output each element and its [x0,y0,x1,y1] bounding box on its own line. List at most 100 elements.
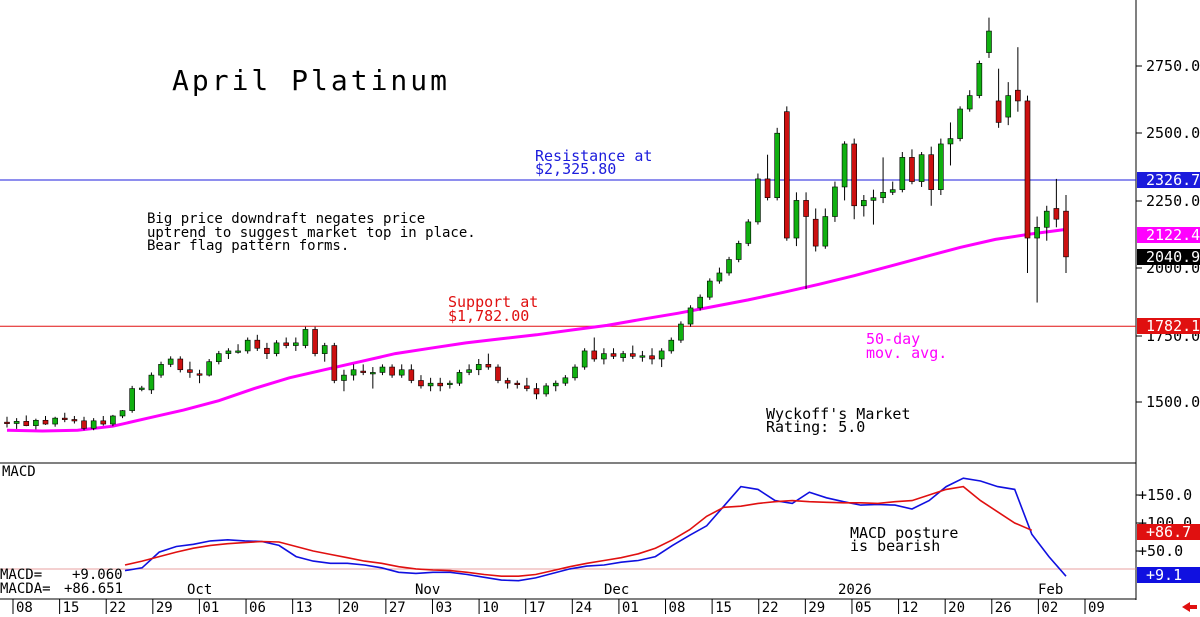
candle-body [832,186,838,217]
candle-body [389,366,395,376]
x-axis-months: Oct Nov Dec 2026 Feb [187,582,1063,598]
day-label: 24 [575,600,592,616]
day-label: 15 [715,600,732,616]
candle-body [745,221,752,244]
candle-body [61,417,68,420]
candle-body [42,419,49,425]
candle-body [427,382,434,387]
candle-body [639,355,646,358]
candle-body [841,143,848,188]
candle-body [350,369,357,376]
candle-body [629,353,636,357]
day-label: 22 [109,600,126,616]
macd-badge-text: +9.1 [1146,566,1182,584]
moving-average [6,227,1067,433]
support-badge [1137,318,1200,334]
macda-badge-text: +86.7 [1146,523,1191,541]
candle-body [119,410,126,417]
candle-body [726,259,732,274]
candle-body [235,350,241,353]
candle-body [1015,89,1021,102]
macd-tick-label: +150.0 [1138,486,1192,504]
candle-body [273,342,280,354]
month-label: Oct [187,582,212,598]
candle-body [870,197,877,201]
candle-body [610,353,617,357]
candle-body [889,189,896,193]
candle-body [697,296,703,309]
day-label: 08 [669,600,686,616]
candle-body [244,339,251,352]
candle-body [793,200,800,239]
candle-body [1063,210,1069,258]
candle-body [957,108,963,139]
candle-body [774,132,780,199]
candle-body [408,369,415,381]
resistance-badge [1137,172,1200,188]
day-label: 22 [762,600,779,616]
comment-line-1: Big price downdraft negates price [147,211,425,227]
chart-title: April Platinum [172,64,450,97]
candle-body [976,63,983,96]
month-label: 2026 [838,582,872,598]
day-label: 01 [622,600,639,616]
candle-body [187,369,193,373]
price-tick-label: 2500.0 [1146,124,1200,142]
macd-line [124,477,1067,582]
candle-body [418,380,424,387]
rating-label-1: Wyckoff's Market [766,405,911,423]
candle-body [880,192,886,199]
price-badges: 2326.7 2122.4 2040.9 1782.1 [1137,171,1200,335]
candle-body [447,382,453,385]
macda-value-label: MACDA= [0,581,51,597]
candle-body [167,358,174,365]
day-label: 20 [342,600,359,616]
month-label: Feb [1038,582,1063,598]
day-label: 03 [435,600,452,616]
candle-body [4,421,10,424]
macda-value: +86.651 [64,581,123,597]
candle-body [966,95,973,110]
candle-body [706,280,713,298]
day-label: 29 [156,600,173,616]
candle-body [225,350,232,354]
scroll-arrow-icon[interactable] [1182,602,1197,612]
candle-body [678,323,684,341]
candle-body [581,350,588,368]
candle-body [264,347,270,354]
candle-body [735,243,742,260]
candle-body [360,370,367,373]
comment-line-2: uptrend to suggest market top in place. [147,225,476,241]
candle-body [552,382,559,387]
candle-body [341,374,347,381]
candle-body [918,154,925,182]
candle-body [1043,210,1050,228]
day-label: 27 [389,600,406,616]
candle-body [1024,100,1031,239]
ma-badge-text: 2122.4 [1146,226,1200,244]
moving-average-line [6,227,1067,433]
candle-body [909,157,915,182]
candle-body [283,342,289,346]
comment-line-3: Bear flag pattern forms. [147,238,349,254]
day-label: 08 [16,600,33,616]
candle-body [755,178,761,223]
candle-body [110,415,116,425]
candle-body [379,366,386,373]
macd-tick-label: +50.0 [1138,542,1183,560]
candle-body [803,200,809,217]
candle-body [1034,226,1040,239]
candle-body [938,143,944,190]
macd-badge [1137,567,1200,583]
resistance-label-1: Resistance at [535,147,652,165]
macd-comment-1: MACD posture [850,524,958,542]
resistance-badge-text: 2326.7 [1146,171,1200,189]
candle-body [90,420,97,429]
candle-body [1053,208,1060,220]
candle-body [216,353,222,362]
macd-panel-title: MACD [2,464,36,480]
candle-body [100,420,107,425]
candle-body [572,366,578,379]
candle-body [716,272,723,282]
price-axis: 2750.0 2500.0 2250.0 2000.0 1750.0 1500.… [1136,57,1200,411]
